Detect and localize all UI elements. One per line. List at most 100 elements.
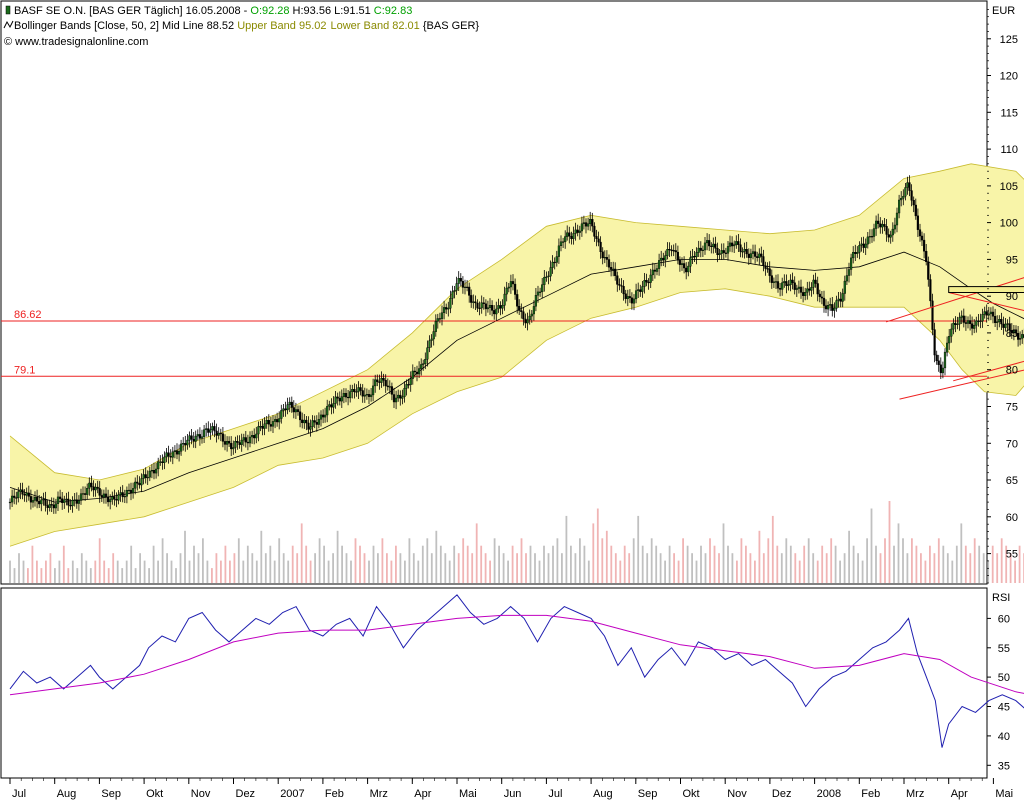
month-label: Jul [12, 788, 26, 800]
candle-body [422, 363, 425, 365]
candle-body [478, 307, 481, 310]
candle-body [8, 501, 12, 504]
volume-bar [933, 553, 936, 583]
volume-bar [610, 545, 613, 583]
volume-bar [309, 560, 312, 583]
candle-body [23, 494, 26, 496]
volume-bar [619, 560, 622, 583]
candle-body [77, 500, 80, 504]
volume-bar [157, 560, 159, 583]
candle-body [670, 249, 673, 251]
volume-bar [884, 538, 886, 583]
candle-body [192, 439, 195, 442]
trend-lines [885, 277, 1024, 400]
candle-body [413, 370, 416, 373]
volume-bar [170, 560, 173, 583]
volume-bar [861, 560, 864, 583]
volume-bar [807, 538, 810, 583]
volume-bar [107, 568, 110, 583]
volume-bar [161, 538, 164, 583]
candle-body [501, 305, 504, 309]
candle-body [482, 302, 485, 304]
candle-body [438, 318, 441, 320]
volume-bar [552, 545, 554, 583]
volume-bar [215, 553, 218, 583]
candle-body [81, 493, 85, 495]
candle-body [182, 443, 185, 445]
volume-bar [94, 560, 97, 583]
candle-body [129, 489, 133, 494]
volume-bar [655, 545, 658, 583]
candle-body [758, 253, 761, 258]
volume-bar [377, 553, 379, 583]
volume-bar [372, 545, 375, 583]
volume-bar [282, 553, 285, 583]
candle-body [741, 251, 744, 253]
price-tick-label: 120 [1000, 71, 1018, 83]
candle-body [443, 307, 446, 313]
candle-body [1008, 323, 1011, 331]
candle-body [789, 279, 792, 285]
candle-body [875, 220, 878, 229]
volume-bar [462, 538, 465, 583]
candle-body [802, 292, 805, 296]
candle-body [714, 243, 717, 249]
candle-body [194, 435, 197, 442]
volume-bar [574, 553, 577, 583]
volume-bar [771, 515, 774, 583]
candle-body [908, 182, 911, 191]
candle-body [885, 226, 888, 235]
candle-body [551, 261, 554, 268]
candle-body [363, 394, 366, 397]
candle-body [221, 433, 224, 442]
candle-body [432, 331, 435, 340]
candle-body [710, 245, 713, 248]
candle-body [791, 279, 794, 283]
volume-bar [45, 560, 47, 583]
candle-body [939, 364, 942, 374]
rsi-tick-label: 35 [998, 760, 1010, 772]
candle-body [870, 236, 874, 238]
candle-body [10, 495, 14, 503]
candle-body [1002, 323, 1005, 328]
candle-body [706, 240, 709, 244]
volume-bar [924, 560, 927, 583]
candle-body [797, 286, 800, 289]
volume-bar [260, 530, 263, 583]
volume-bar [614, 553, 617, 583]
volume-bar [982, 553, 985, 583]
candle-body [564, 236, 567, 242]
volume-bar [780, 553, 783, 583]
candle-body [539, 291, 542, 293]
candle-body [207, 428, 210, 433]
price-tick-label: 85 [1006, 328, 1018, 340]
candle-body [161, 461, 164, 464]
candle-body [90, 482, 93, 487]
candle-body [480, 302, 483, 309]
candle-body [597, 238, 600, 243]
candle-body [106, 496, 110, 503]
candle-body [447, 307, 450, 310]
rsi-tick-label: 50 [998, 672, 1010, 684]
candle-body [290, 401, 293, 408]
candle-body [664, 255, 667, 261]
candle-body [344, 393, 348, 398]
candle-body [311, 420, 314, 427]
candle-body [382, 378, 385, 381]
candle-body [856, 251, 859, 254]
candle-body [286, 404, 289, 411]
candle-body [313, 420, 316, 423]
candle-body [265, 420, 268, 425]
candle-body [545, 276, 548, 278]
volume-bar [929, 545, 931, 583]
candle-body [453, 290, 456, 292]
volume-bar [202, 538, 204, 583]
price-tick-label: 95 [1006, 254, 1018, 266]
volume-bar [848, 530, 850, 583]
candle-body [766, 268, 769, 270]
candle-body [618, 284, 621, 286]
candle-body [100, 495, 103, 498]
candle-body [683, 263, 686, 269]
volume-bar [125, 560, 128, 583]
candle-body [451, 291, 454, 299]
